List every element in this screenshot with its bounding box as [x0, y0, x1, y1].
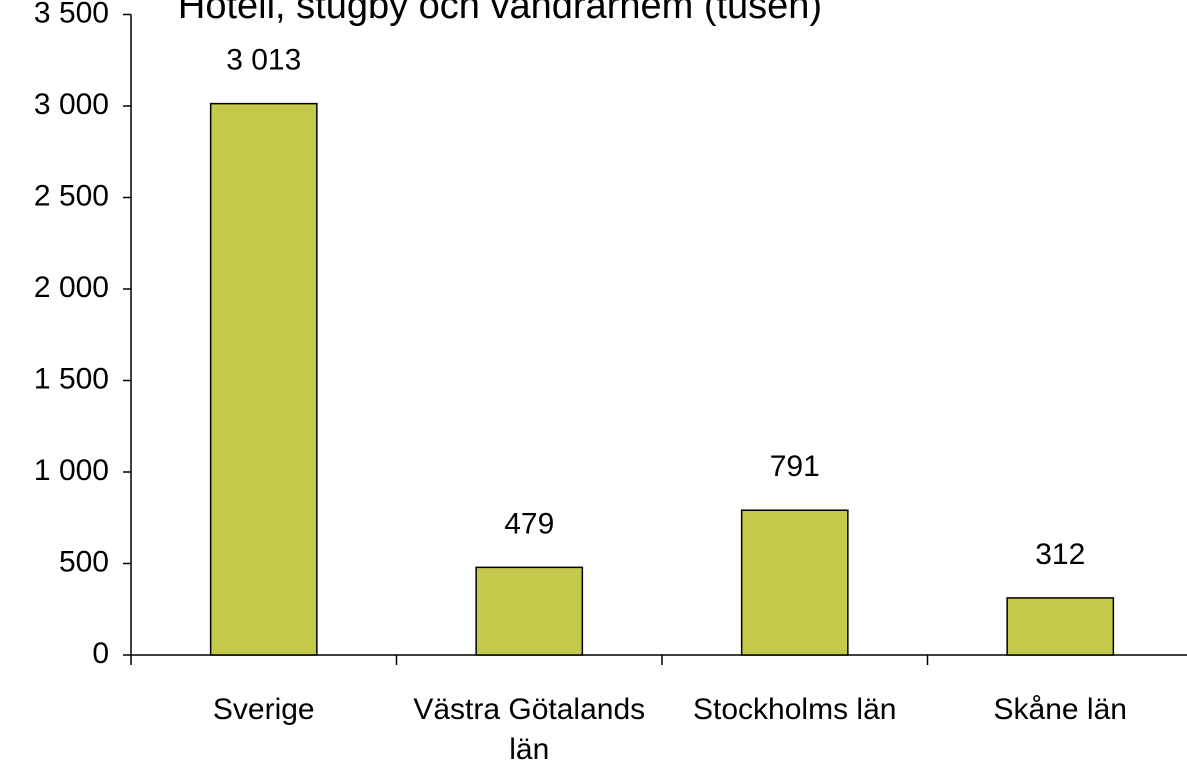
- y-tick-label: 3 000: [34, 88, 109, 121]
- bar: [740, 509, 849, 656]
- data-label: 312: [1035, 538, 1085, 571]
- y-tick-label: 2 000: [34, 271, 109, 304]
- chart-title: Hotell, stugby och vandrarhem (tusen): [178, 0, 822, 27]
- bar: [1006, 597, 1115, 656]
- bar: [209, 102, 318, 656]
- x-tick-label: Stockholms län: [693, 693, 897, 726]
- y-tick-label: 1 000: [34, 454, 109, 487]
- data-label: 791: [770, 450, 820, 483]
- y-tick-label: 3 500: [34, 0, 109, 29]
- data-label: 479: [504, 507, 554, 540]
- x-tick-label: Sverige: [212, 693, 315, 726]
- bar: [475, 566, 584, 656]
- y-tick-label: 1 500: [34, 362, 109, 395]
- data-label: 3 013: [226, 44, 301, 77]
- y-tick-label: 500: [59, 545, 109, 578]
- y-tick-label: 0: [92, 637, 109, 670]
- x-tick-label: Västra Götalands län: [413, 693, 646, 766]
- y-tick-label: 2 500: [34, 179, 109, 212]
- x-tick-label: Skåne län: [993, 693, 1127, 726]
